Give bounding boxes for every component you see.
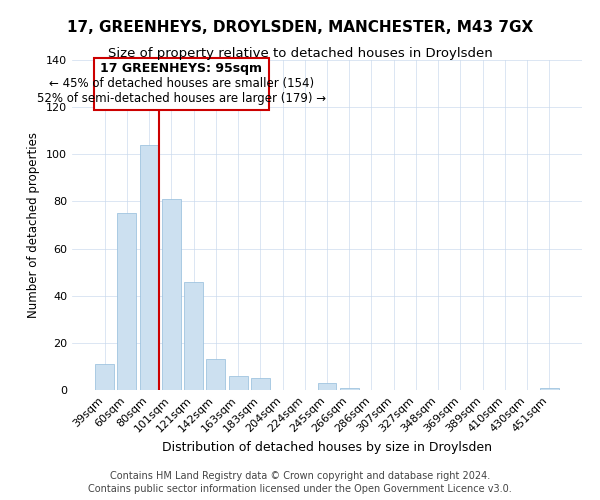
- X-axis label: Distribution of detached houses by size in Droylsden: Distribution of detached houses by size …: [162, 441, 492, 454]
- FancyBboxPatch shape: [94, 58, 269, 110]
- Y-axis label: Number of detached properties: Number of detached properties: [28, 132, 40, 318]
- Bar: [140, 145, 158, 390]
- Text: 17 GREENHEYS: 95sqm: 17 GREENHEYS: 95sqm: [100, 62, 262, 74]
- Text: Contains public sector information licensed under the Open Government Licence v3: Contains public sector information licen…: [88, 484, 512, 494]
- Text: 17, GREENHEYS, DROYLSDEN, MANCHESTER, M43 7GX: 17, GREENHEYS, DROYLSDEN, MANCHESTER, M4…: [67, 20, 533, 35]
- Bar: [317, 383, 337, 390]
- Text: Contains HM Land Registry data © Crown copyright and database right 2024.: Contains HM Land Registry data © Crown c…: [110, 471, 490, 481]
- Bar: [162, 199, 181, 390]
- Bar: [540, 388, 559, 390]
- Bar: [340, 388, 359, 390]
- Bar: [118, 213, 136, 390]
- Bar: [184, 282, 203, 390]
- Text: ← 45% of detached houses are smaller (154): ← 45% of detached houses are smaller (15…: [49, 77, 314, 90]
- Text: 52% of semi-detached houses are larger (179) →: 52% of semi-detached houses are larger (…: [37, 92, 326, 106]
- Bar: [206, 360, 225, 390]
- Bar: [229, 376, 248, 390]
- Text: Size of property relative to detached houses in Droylsden: Size of property relative to detached ho…: [107, 48, 493, 60]
- Bar: [251, 378, 270, 390]
- Bar: [95, 364, 114, 390]
